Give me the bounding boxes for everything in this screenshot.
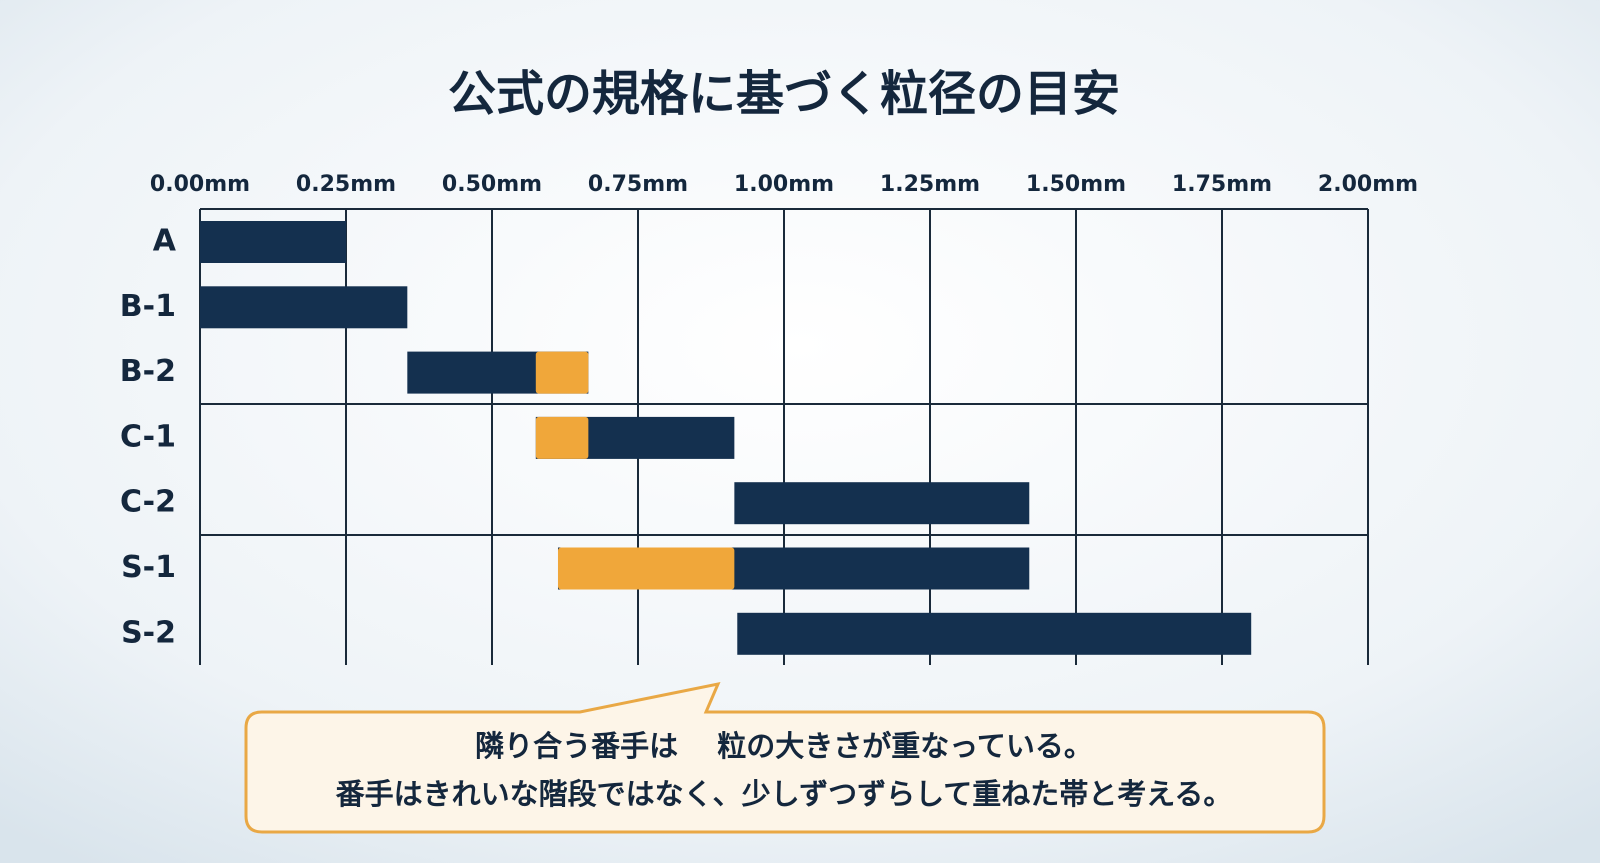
y-tick-label: S-1 [121, 550, 176, 585]
overlap-bar [535, 416, 589, 459]
bar [200, 286, 408, 329]
overlap-bar [557, 547, 735, 590]
y-tick-label: A [153, 224, 177, 259]
x-tick-label: 0.75mm [588, 172, 688, 197]
y-tick-label: B-2 [120, 354, 176, 389]
bar [200, 221, 346, 263]
x-tick-label: 0.25mm [296, 172, 396, 197]
bar [737, 612, 1252, 655]
callout-text: 隣り合う番手は 粒の大きさが重なっている。 [475, 729, 1093, 763]
x-tick-label: 1.50mm [1026, 172, 1126, 197]
x-tick-label: 1.25mm [880, 172, 980, 197]
x-tick-label: 2.00mm [1318, 172, 1418, 197]
x-tick-label: 1.00mm [734, 172, 834, 197]
bar [734, 482, 1030, 525]
callout-box [244, 681, 1326, 834]
callout-text: 番手はきれいな階段ではなく、少しずつずらして重ねた帯と考える。 [336, 777, 1233, 811]
x-tick-label: 0.50mm [442, 172, 542, 197]
x-tick-label: 1.75mm [1172, 172, 1272, 197]
y-tick-label: C-2 [120, 485, 176, 520]
x-tick-label: 0.00mm [150, 172, 250, 197]
overlap-bar [535, 351, 589, 394]
chart-title: 公式の規格に基づく粒径の目安 [448, 66, 1120, 122]
y-tick-label: S-2 [121, 615, 176, 650]
y-tick-label: C-1 [120, 419, 176, 454]
y-tick-label: B-1 [120, 289, 176, 324]
